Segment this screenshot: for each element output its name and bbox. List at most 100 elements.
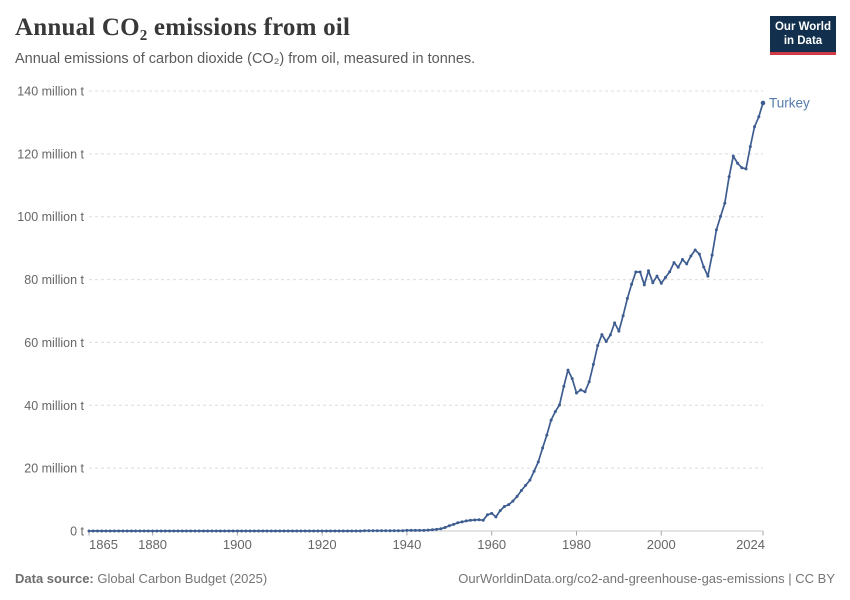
data-point-marker[interactable] xyxy=(295,529,299,533)
line-series-turkey[interactable] xyxy=(88,102,764,532)
data-point-marker[interactable] xyxy=(117,529,121,533)
data-point-marker[interactable] xyxy=(112,529,116,533)
data-point-marker[interactable] xyxy=(155,529,159,533)
data-point-marker[interactable] xyxy=(494,515,498,519)
data-point-marker[interactable] xyxy=(422,528,426,532)
data-point-marker[interactable] xyxy=(180,529,184,533)
data-point-marker[interactable] xyxy=(613,321,617,325)
data-point-marker[interactable] xyxy=(532,469,536,473)
data-point-marker[interactable] xyxy=(146,529,150,533)
data-point-marker[interactable] xyxy=(693,248,697,252)
data-point-marker[interactable] xyxy=(647,269,650,273)
data-point-marker[interactable] xyxy=(710,253,714,257)
data-point-marker[interactable] xyxy=(363,529,366,533)
owid-citation-link[interactable]: OurWorldinData.org/co2-and-greenhouse-ga… xyxy=(458,571,835,586)
data-point-marker[interactable] xyxy=(269,529,273,533)
data-point-marker[interactable] xyxy=(676,265,680,269)
data-point-marker[interactable] xyxy=(583,390,587,394)
data-point-marker[interactable] xyxy=(608,333,612,337)
data-point-marker[interactable] xyxy=(498,509,502,513)
data-point-marker[interactable] xyxy=(185,529,188,533)
data-point-marker[interactable] xyxy=(634,270,638,274)
data-point-marker[interactable] xyxy=(723,201,727,205)
data-point-marker[interactable] xyxy=(274,529,277,533)
data-point-marker[interactable] xyxy=(384,529,388,533)
data-point-marker[interactable] xyxy=(579,388,583,392)
data-point-marker[interactable] xyxy=(396,529,400,533)
data-point-marker[interactable] xyxy=(460,520,464,524)
data-point-marker[interactable] xyxy=(223,529,227,533)
data-point-marker[interactable] xyxy=(617,329,621,333)
data-point-marker[interactable] xyxy=(659,281,663,285)
data-point-marker[interactable] xyxy=(168,529,171,533)
data-point-marker[interactable] xyxy=(291,529,294,533)
data-point-marker[interactable] xyxy=(469,518,472,522)
data-point-marker[interactable] xyxy=(481,518,485,522)
data-point-marker[interactable] xyxy=(371,529,375,533)
data-point-marker[interactable] xyxy=(380,529,383,533)
data-point-marker[interactable] xyxy=(473,518,477,522)
data-point-marker[interactable] xyxy=(664,275,667,279)
data-point-marker[interactable] xyxy=(350,529,354,533)
data-point-marker[interactable] xyxy=(672,261,676,265)
data-point-marker[interactable] xyxy=(346,529,350,533)
data-point-marker[interactable] xyxy=(159,529,163,533)
data-point-marker[interactable] xyxy=(333,529,337,533)
data-point-marker[interactable] xyxy=(176,529,180,533)
data-point-marker[interactable] xyxy=(193,529,197,533)
data-point-marker[interactable] xyxy=(244,529,248,533)
data-point-marker[interactable] xyxy=(719,214,723,218)
data-point-marker[interactable] xyxy=(91,529,95,533)
data-point-marker[interactable] xyxy=(354,529,358,533)
data-point-marker[interactable] xyxy=(401,529,405,533)
data-point-marker[interactable] xyxy=(282,529,286,533)
data-point-marker[interactable] xyxy=(189,529,193,533)
data-point-marker[interactable] xyxy=(307,529,311,533)
series-label-turkey[interactable]: Turkey xyxy=(769,95,810,110)
data-point-marker[interactable] xyxy=(753,125,756,129)
data-point-marker[interactable] xyxy=(316,529,320,533)
data-point-marker[interactable] xyxy=(392,529,396,533)
data-point-marker[interactable] xyxy=(744,167,748,171)
data-point-marker[interactable] xyxy=(731,154,735,158)
data-point-marker[interactable] xyxy=(248,529,252,533)
data-point-marker[interactable] xyxy=(197,529,201,533)
data-point-marker[interactable] xyxy=(591,362,595,366)
data-point-marker[interactable] xyxy=(464,519,468,523)
data-point-marker[interactable] xyxy=(206,529,210,533)
data-point-marker[interactable] xyxy=(562,384,566,388)
data-point-marker[interactable] xyxy=(625,296,629,300)
data-point-marker[interactable] xyxy=(714,228,718,232)
data-point-marker[interactable] xyxy=(231,529,235,533)
data-point-marker[interactable] xyxy=(265,529,269,533)
data-point-marker[interactable] xyxy=(553,410,557,414)
data-point-marker[interactable] xyxy=(337,529,341,533)
data-point-marker[interactable] xyxy=(757,115,761,119)
data-point-marker[interactable] xyxy=(736,161,740,165)
data-point-marker[interactable] xyxy=(655,274,659,278)
data-point-marker[interactable] xyxy=(443,526,447,529)
data-point-marker[interactable] xyxy=(477,518,481,522)
data-point-marker[interactable] xyxy=(324,529,328,533)
data-point-marker[interactable] xyxy=(570,377,574,381)
data-point-marker[interactable] xyxy=(214,529,218,533)
data-point-marker[interactable] xyxy=(163,529,167,533)
data-point-marker[interactable] xyxy=(252,529,256,533)
data-point-marker[interactable] xyxy=(541,446,545,450)
data-point-marker[interactable] xyxy=(697,252,701,256)
data-point-marker[interactable] xyxy=(545,433,549,437)
data-point-marker[interactable] xyxy=(202,529,205,533)
data-point-marker[interactable] xyxy=(172,529,176,533)
data-point-marker[interactable] xyxy=(257,529,261,533)
data-point-marker[interactable] xyxy=(630,282,634,286)
data-point-marker[interactable] xyxy=(235,529,239,533)
data-point-marker[interactable] xyxy=(668,270,672,274)
data-point-marker[interactable] xyxy=(515,494,519,498)
data-point-marker[interactable] xyxy=(218,529,222,533)
data-point-marker[interactable] xyxy=(456,521,460,525)
data-point-marker[interactable] xyxy=(502,505,506,508)
data-point-marker[interactable] xyxy=(681,258,684,261)
data-point-marker[interactable] xyxy=(706,274,710,278)
data-point-marker[interactable] xyxy=(452,522,456,526)
